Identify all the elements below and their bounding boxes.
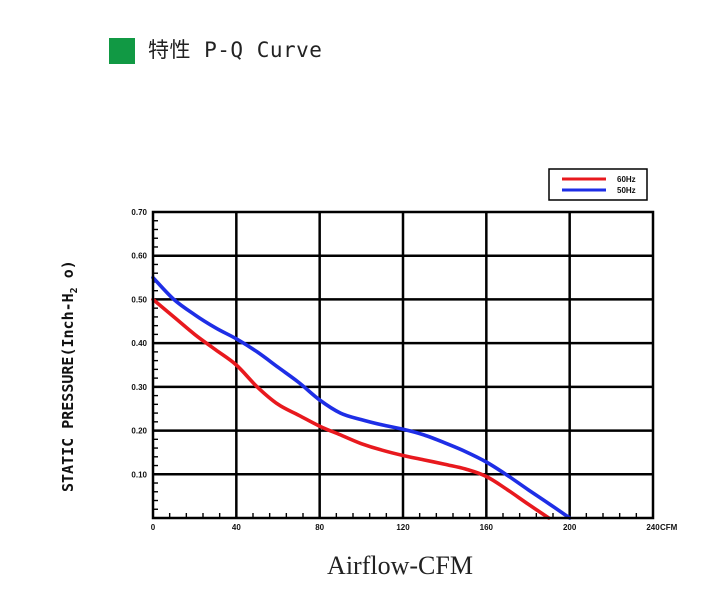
x-tick-label: 0: [151, 523, 156, 532]
y-axis-label: STATIC PRESSURE(Inch-H2 o): [59, 260, 80, 492]
y-tick-label: 0.20: [131, 427, 147, 436]
title-marker-square: [109, 38, 135, 64]
grid-layer: [153, 212, 653, 518]
x-tick-label: 40: [232, 523, 241, 532]
y-tick-label: 0.30: [131, 383, 147, 392]
x-axis-label: Airflow-CFM: [327, 551, 473, 580]
series-line-60hz: [151, 297, 551, 520]
legend-label-60hz: 60Hz: [617, 175, 636, 184]
y-tick-label: 0.50: [131, 295, 147, 304]
x-tick-label: 120: [396, 523, 410, 532]
series-line-50hz: [151, 275, 572, 520]
x-axis-unit: CFM: [660, 523, 678, 532]
x-tick-label: 160: [480, 523, 494, 532]
legend-box: [548, 168, 648, 201]
legend: 60Hz 50Hz: [548, 168, 648, 201]
legend-label-50hz: 50Hz: [617, 186, 636, 195]
x-tick-label: 200: [563, 523, 577, 532]
y-tick-label: 0.10: [131, 470, 147, 479]
series-layer: [151, 275, 572, 520]
y-tick-label: 0.40: [131, 339, 147, 348]
y-tick-label: 0.60: [131, 252, 147, 261]
y-tick-label: 0.70: [131, 208, 147, 217]
tick-labels: 0 40 80 120 160 200 240 0.10 0.20 0.30 0.40 0.50 0.6…: [131, 208, 660, 532]
chart-title: 特性 P-Q Curve: [148, 38, 323, 62]
x-tick-label: 80: [315, 523, 324, 532]
plot-frame: [151, 210, 655, 520]
x-tick-label: 240: [646, 523, 660, 532]
frame-layer: [151, 210, 655, 520]
